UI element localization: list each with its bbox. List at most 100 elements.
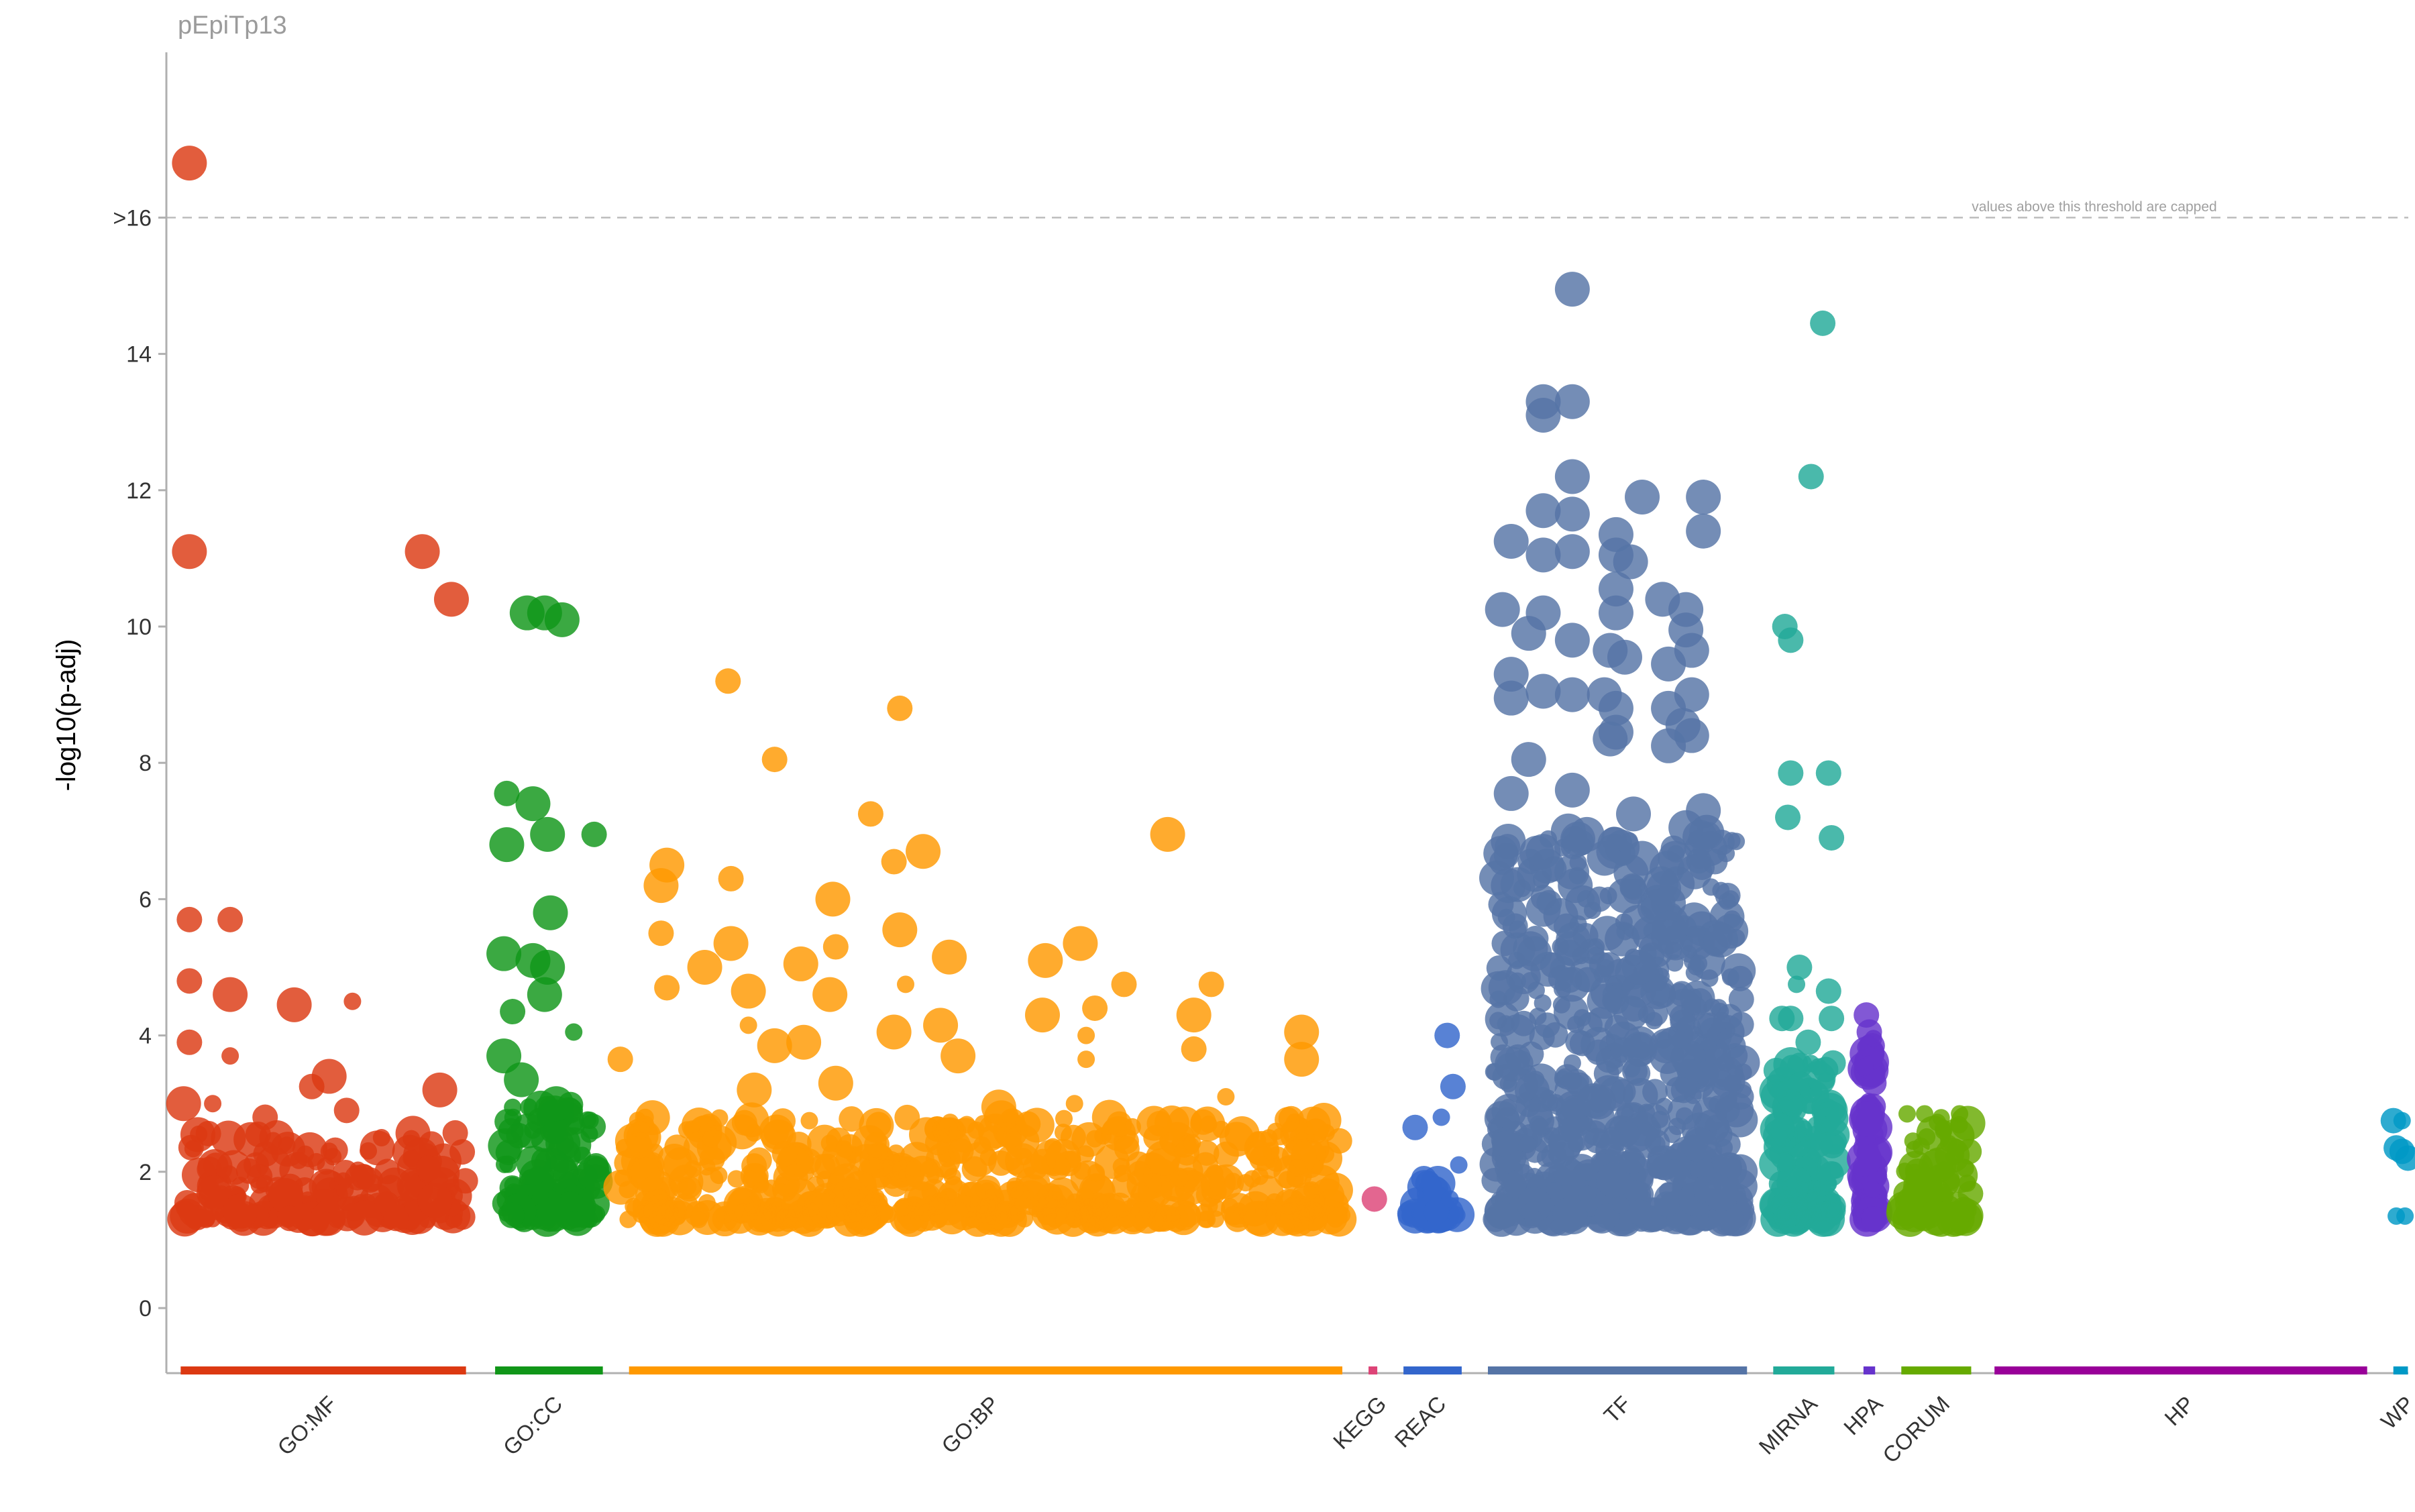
cluster-point	[830, 1204, 848, 1222]
cluster-point	[1668, 1118, 1686, 1136]
cluster-point	[1523, 1063, 1559, 1099]
data-point	[815, 881, 851, 917]
data-point	[1651, 728, 1686, 763]
cluster-point	[1175, 1201, 1201, 1228]
cluster-point	[321, 1195, 339, 1213]
data-point	[1916, 1105, 1933, 1123]
cluster-point	[1585, 1039, 1611, 1065]
cluster-point	[1576, 1083, 1612, 1118]
cluster-point	[1587, 947, 1605, 965]
data-point	[2396, 1207, 2414, 1225]
cluster-point	[383, 1205, 409, 1232]
cluster-point	[223, 1193, 258, 1229]
source-bar	[2393, 1366, 2408, 1374]
cluster-point	[800, 1112, 818, 1130]
data-point	[857, 801, 883, 827]
data-point	[1525, 892, 1561, 927]
cluster-point	[731, 1110, 757, 1136]
data-point	[1517, 936, 1552, 971]
data-point	[1569, 816, 1605, 852]
data-point	[1554, 772, 1590, 808]
data-point	[1485, 592, 1520, 627]
data-point	[1598, 572, 1633, 607]
data-point	[1728, 1084, 1754, 1110]
y-tick-label: 12	[126, 478, 152, 504]
data-point	[1284, 1014, 1320, 1050]
data-point	[1525, 493, 1561, 529]
data-point	[1295, 1106, 1331, 1142]
cluster-point	[576, 1155, 612, 1191]
cluster-point	[1578, 1185, 1597, 1203]
cluster-point	[537, 1196, 573, 1232]
y-tick-label: 10	[126, 614, 152, 640]
data-point	[881, 849, 907, 875]
data-point	[494, 780, 520, 806]
data-point	[544, 602, 580, 637]
cluster-point	[310, 1201, 345, 1236]
data-point	[1422, 1176, 1448, 1202]
cluster-point	[1492, 1130, 1518, 1156]
cluster-point	[716, 1205, 734, 1224]
data-point	[1111, 971, 1137, 997]
cluster-point	[1552, 1197, 1588, 1232]
cluster-point	[402, 1150, 421, 1168]
data-point	[217, 906, 244, 932]
cluster-point	[1486, 1063, 1504, 1081]
data-point	[739, 1016, 757, 1034]
data-point	[539, 1086, 574, 1122]
data-point	[1493, 657, 1529, 692]
cluster-point	[1690, 955, 1708, 973]
cluster-point	[1856, 1058, 1874, 1076]
cluster-point	[1780, 1091, 1806, 1117]
cluster-point	[1807, 1131, 1833, 1157]
data-point	[343, 992, 362, 1010]
cluster-point	[1703, 1176, 1739, 1211]
data-point	[1721, 953, 1756, 989]
data-point	[1677, 854, 1713, 889]
data-point	[1525, 834, 1561, 869]
cluster-point	[679, 1178, 697, 1196]
data-point	[1176, 997, 1212, 1033]
cluster-point	[1813, 1179, 1831, 1197]
cluster-point	[1518, 1135, 1536, 1153]
cluster-point	[1291, 1138, 1326, 1174]
data-point	[818, 1065, 853, 1101]
data-point	[1028, 942, 1063, 978]
data-point	[1198, 971, 1224, 997]
data-point	[1813, 1057, 1839, 1083]
cluster-point	[1847, 1141, 1882, 1177]
data-point	[718, 865, 744, 892]
cluster-point	[807, 1124, 843, 1160]
cluster-point	[1599, 1130, 1625, 1156]
data-point	[433, 582, 469, 617]
cluster-point	[740, 1163, 766, 1189]
cluster-point	[1676, 902, 1712, 938]
threshold-label: values above this threshold are capped	[1972, 199, 2216, 215]
data-point	[876, 1014, 912, 1050]
cluster-point	[1006, 1157, 1024, 1175]
data-point	[486, 936, 522, 971]
data-point	[1904, 1132, 1922, 1150]
cluster-point	[627, 1132, 653, 1158]
data-point	[1063, 926, 1098, 961]
data-point	[1786, 955, 1813, 980]
source-bar	[495, 1366, 603, 1374]
cluster-point	[1893, 1181, 1919, 1207]
data-point	[1493, 680, 1529, 716]
cluster-point	[696, 1130, 732, 1165]
cluster-point	[1055, 1201, 1091, 1237]
data-point	[172, 534, 207, 570]
data-point	[1511, 742, 1546, 777]
data-point	[786, 1024, 822, 1060]
data-point	[1607, 639, 1642, 675]
cluster-point	[566, 1210, 584, 1228]
data-point	[1217, 1088, 1235, 1106]
cluster-point	[1507, 1050, 1534, 1076]
data-point	[1554, 272, 1590, 307]
data-point	[172, 146, 207, 181]
cluster-point	[377, 1167, 413, 1203]
cluster-point	[1640, 974, 1676, 1010]
cluster-point	[1813, 1116, 1831, 1134]
data-point	[1450, 1156, 1468, 1174]
